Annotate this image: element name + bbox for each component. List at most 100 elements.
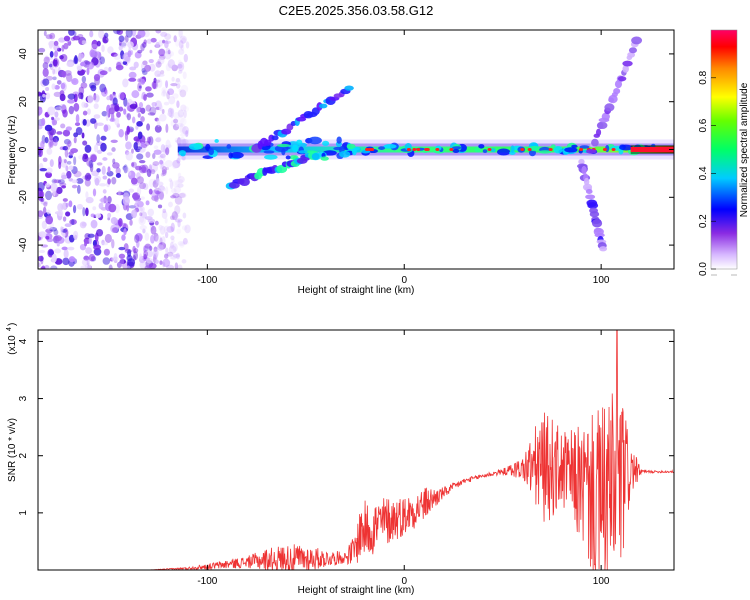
noise-speck [131,116,136,124]
noise-speck [161,87,167,94]
noise-speck [109,117,116,122]
noise-speck [65,211,71,217]
noise-speck [159,260,163,265]
noise-speck [52,58,58,67]
noise-speck [121,222,127,229]
band-blob [579,145,590,149]
noise-speck [93,93,100,103]
noise-speck [156,178,160,184]
band-blob [226,144,232,149]
noise-speck [164,231,169,239]
noise-speck [41,118,46,126]
noise-speck [160,70,165,75]
noise-speck [88,237,93,245]
snr-series-line [38,330,674,570]
noise-speck [177,70,183,74]
noise-speck [52,76,57,81]
noise-speck [171,211,178,221]
noise-speck [75,113,80,124]
noise-speck [182,71,187,80]
noise-speck [89,49,96,58]
noise-speck [65,202,69,208]
noise-speck [63,249,69,259]
band-blob [478,144,485,149]
colorbar-tick-label: 0.4 [698,166,709,180]
noise-speck [94,144,99,153]
noise-speck [84,179,91,187]
noise-speck [101,165,106,175]
noise-speck [164,160,173,168]
spectrogram-ytick-label: 0 [18,146,29,152]
noise-speck [180,123,184,128]
noise-speck [126,102,130,111]
snr-xtick-label: -100 [197,576,217,587]
noise-speck [102,257,111,265]
noise-speck [113,53,122,60]
band-peak-dot [424,148,429,151]
noise-speck [180,117,187,126]
noise-speck [54,64,58,75]
noise-speck [69,219,77,225]
noise-speck [71,218,75,226]
noise-speck [50,265,58,269]
noise-speck [85,172,92,182]
band-blob [339,150,351,158]
spectrogram-ytick-label: 20 [18,96,29,108]
noise-speck [59,93,66,102]
noise-speck [90,44,98,49]
spectrogram-panel: -100 0 100 40 20 0 -20 -40 Height of straight l… [7,29,675,296]
noise-speck [66,160,72,165]
noise-speck [177,63,183,69]
noise-speck [85,191,89,199]
noise-speck [96,228,104,237]
noise-speck [135,200,140,205]
noise-speck [46,147,53,155]
noise-speck [165,123,169,134]
spectrogram-xtick-label: -100 [197,275,217,286]
noise-speck [107,46,114,54]
noise-speck [158,186,166,192]
noise-speck [136,186,142,196]
noise-speck [166,226,175,233]
band-blob [292,144,299,152]
noise-speck [140,116,145,123]
noise-speck [176,228,182,235]
noise-speck [169,51,175,57]
noise-speck [182,241,190,245]
noise-speck [145,151,151,158]
noise-speck [111,239,115,249]
noise-speck [154,220,159,226]
noise-speck [64,149,69,158]
noise-speck [93,103,99,110]
noise-speck [99,198,107,203]
noise-speck [54,235,62,242]
noise-speck [178,88,182,93]
lower-branch-blob [239,177,250,187]
noise-speck [113,30,121,35]
noise-speck [129,103,138,109]
noise-speck [123,108,127,115]
noise-speck [60,226,64,232]
noise-speck [147,112,156,116]
noise-speck [171,64,179,72]
band-peak-dot [527,148,532,151]
noise-speck [54,50,59,58]
noise-speck [52,187,56,197]
band-blob [452,146,462,150]
noise-speck [92,188,97,197]
right-streak-up-blob [591,138,599,147]
noise-speck [111,256,119,262]
spectral-features [177,36,674,252]
noise-speck [169,179,174,190]
noise-speck [118,253,126,259]
noise-speck [150,225,157,235]
noise-speck [133,197,142,202]
spectrogram-heatmap [38,30,674,269]
noise-speck [139,215,144,223]
noise-speck [96,40,101,47]
noise-speck [118,35,125,43]
noise-speck [73,170,82,178]
noise-speck [163,225,171,234]
noise-speck [155,178,160,185]
noise-speck [110,52,118,57]
